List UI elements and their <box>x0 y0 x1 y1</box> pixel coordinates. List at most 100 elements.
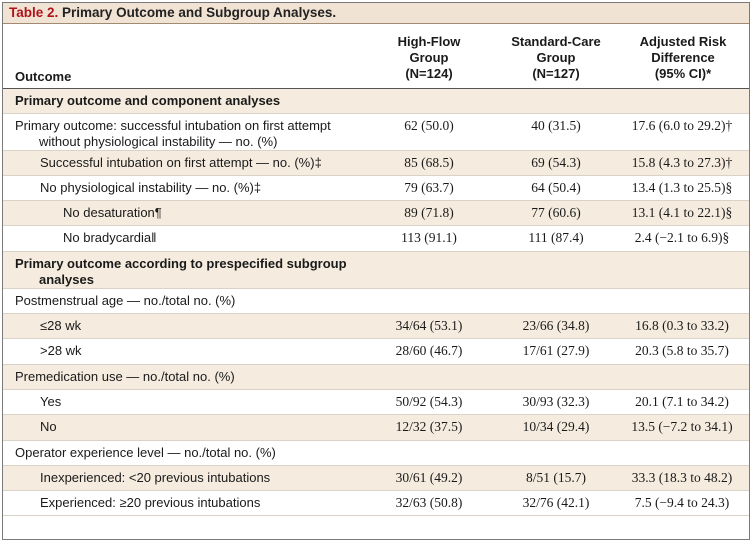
cell-risk-difference: 15.8 (4.3 to 27.3)† <box>631 155 733 170</box>
row-label-continuation: analyses <box>39 272 94 287</box>
header-high-flow-line: Group <box>409 50 449 65</box>
row-label: No physiological instability — no. (%)‡ <box>40 180 390 196</box>
header-risk-difference-line: (95% CI)* <box>654 66 712 81</box>
row-label-text: Primary outcome according to prespecifie… <box>15 256 347 271</box>
table-row: Experienced: ≥20 previous intubations 32/… <box>3 491 749 516</box>
cell-risk-difference: 13.4 (1.3 to 25.5)§ <box>631 180 733 195</box>
row-label: Yes <box>40 394 390 410</box>
header-standard-care-line: Standard-Care <box>511 34 601 49</box>
cell-standard-care: 23/66 (34.8) <box>522 318 590 333</box>
row-label-text: Primary outcome: successful intubation o… <box>15 118 331 133</box>
row-label-text: Yes <box>40 394 62 409</box>
table-row: No physiological instability — no. (%)‡ 7… <box>3 176 749 201</box>
row-label: Premedication use — no./total no. (%) <box>15 369 365 385</box>
table-row: >28 wk 28/60 (46.7) 17/61 (27.9) 20.3 (5.8 … <box>3 339 749 365</box>
row-label-text: Premedication use — no./total no. (%) <box>15 369 235 384</box>
cell-high-flow: 12/32 (37.5) <box>395 419 463 434</box>
cell-standard-care: 10/34 (29.4) <box>522 419 590 434</box>
cell-risk-difference: 20.3 (5.8 to 35.7) <box>635 343 729 358</box>
row-label: Primary outcome according to prespecifie… <box>15 256 365 288</box>
row-label-text: No <box>40 419 57 434</box>
table-title-text: Primary Outcome and Subgroup Analyses. <box>58 5 337 20</box>
row-label-text: No desaturation¶ <box>63 205 162 220</box>
table-row: Primary outcome: successful intubation o… <box>3 114 749 151</box>
cell-high-flow: 85 (68.5) <box>404 155 454 170</box>
table-row: Yes 50/92 (54.3) 30/93 (32.3) 20.1 (7.1 to … <box>3 390 749 415</box>
cell-high-flow: 32/63 (50.8) <box>395 495 463 510</box>
table-row: Primary outcome according to prespecifie… <box>3 252 749 289</box>
table-number: Table 2. <box>9 5 59 20</box>
table-row: No desaturation¶ 89 (71.8) 77 (60.6) 13.1 (… <box>3 201 749 226</box>
table-header: Outcome High-Flow Group (N=124) Standard… <box>3 24 749 89</box>
row-label: Postmenstrual age — no./total no. (%) <box>15 293 365 309</box>
header-high-flow-line: High-Flow <box>397 34 461 49</box>
row-label-text: No physiological instability — no. (%)‡ <box>40 180 262 195</box>
cell-high-flow: 30/61 (49.2) <box>395 470 463 485</box>
cell-standard-care: 40 (31.5) <box>531 118 581 133</box>
row-label-text: No bradycardia‖ <box>63 230 157 245</box>
cell-risk-difference: 17.6 (6.0 to 29.2)† <box>631 118 733 133</box>
table-row: No bradycardia‖ 113 (91.1) 111 (87.4) 2.4 (… <box>3 226 749 252</box>
table-row: Operator experience level — no./total no… <box>3 441 749 466</box>
table-row: Primary outcome and component analyses <box>3 89 749 114</box>
table-row: Premedication use — no./total no. (%) <box>3 365 749 390</box>
cell-high-flow: 28/60 (46.7) <box>395 343 463 358</box>
row-label: No <box>40 419 390 435</box>
cell-standard-care: 8/51 (15.7) <box>526 470 586 485</box>
row-label: Operator experience level — no./total no… <box>15 445 365 461</box>
cell-standard-care: 32/76 (42.1) <box>522 495 590 510</box>
table-row: ≤28 wk 34/64 (53.1) 23/66 (34.8) 16.8 (0.3 … <box>3 314 749 339</box>
table-row: Postmenstrual age — no./total no. (%) <box>3 289 749 314</box>
cell-risk-difference: 13.5 (−7.2 to 34.1) <box>631 419 733 434</box>
cell-standard-care: 69 (54.3) <box>531 155 581 170</box>
header-standard-care-line: Group <box>536 50 576 65</box>
cell-high-flow: 34/64 (53.1) <box>395 318 463 333</box>
table-row: Inexperienced: <20 previous intubations 3… <box>3 466 749 491</box>
row-label: No bradycardia‖ <box>63 230 413 246</box>
row-label: Successful intubation on first attempt —… <box>40 155 390 171</box>
cell-high-flow: 89 (71.8) <box>404 205 454 220</box>
row-label: >28 wk <box>40 343 390 359</box>
row-label: ≤28 wk <box>40 318 390 334</box>
cell-high-flow: 113 (91.1) <box>401 230 457 245</box>
cell-standard-care: 111 (87.4) <box>528 230 584 245</box>
cell-risk-difference: 33.3 (18.3 to 48.2) <box>631 470 733 485</box>
cell-risk-difference: 2.4 (−2.1 to 6.9)§ <box>634 230 730 245</box>
row-label: Inexperienced: <20 previous intubations <box>40 470 390 486</box>
header-outcome: Outcome <box>15 69 72 84</box>
row-label: Experienced: ≥20 previous intubations <box>40 495 390 511</box>
cell-standard-care: 30/93 (32.3) <box>522 394 590 409</box>
row-label-text: Inexperienced: <20 previous intubations <box>40 470 271 485</box>
cell-high-flow: 79 (63.7) <box>404 180 454 195</box>
cell-standard-care: 77 (60.6) <box>531 205 581 220</box>
row-label-text: Postmenstrual age — no./total no. (%) <box>15 293 236 308</box>
header-high-flow: High-Flow Group (N=124) <box>369 34 489 82</box>
cell-risk-difference: 7.5 (−9.4 to 24.3) <box>634 495 730 510</box>
header-risk-difference-line: Adjusted Risk <box>639 34 727 49</box>
cell-risk-difference: 16.8 (0.3 to 33.2) <box>635 318 729 333</box>
header-risk-difference-line: Difference <box>651 50 715 65</box>
row-label-text: Experienced: ≥20 previous intubations <box>40 495 261 510</box>
header-risk-difference: Adjusted Risk Difference (95% CI)* <box>618 34 748 82</box>
row-label-continuation: without physiological instability — no. … <box>39 134 278 149</box>
cell-standard-care: 17/61 (27.9) <box>522 343 590 358</box>
row-label-text: Successful intubation on first attempt —… <box>40 155 322 170</box>
table-body: Primary outcome and component analyses Pr… <box>3 89 749 516</box>
row-label: Primary outcome and component analyses <box>15 93 365 109</box>
cell-high-flow: 62 (50.0) <box>404 118 454 133</box>
header-standard-care: Standard-Care Group (N=127) <box>492 34 620 82</box>
cell-high-flow: 50/92 (54.3) <box>395 394 463 409</box>
header-standard-care-line: (N=127) <box>532 66 580 81</box>
header-high-flow-line: (N=124) <box>405 66 453 81</box>
row-label-text: Primary outcome and component analyses <box>15 93 281 108</box>
row-label: Primary outcome: successful intubation o… <box>15 118 365 150</box>
row-label-text: >28 wk <box>40 343 82 358</box>
row-label-text: ≤28 wk <box>40 318 82 333</box>
table-title: Table 2. Primary Outcome and Subgroup An… <box>3 3 749 24</box>
row-label: No desaturation¶ <box>63 205 413 221</box>
cell-standard-care: 64 (50.4) <box>531 180 581 195</box>
cell-risk-difference: 20.1 (7.1 to 34.2) <box>635 394 729 409</box>
cell-risk-difference: 13.1 (4.1 to 22.1)§ <box>631 205 733 220</box>
row-label-text: Operator experience level — no./total no… <box>15 445 276 460</box>
